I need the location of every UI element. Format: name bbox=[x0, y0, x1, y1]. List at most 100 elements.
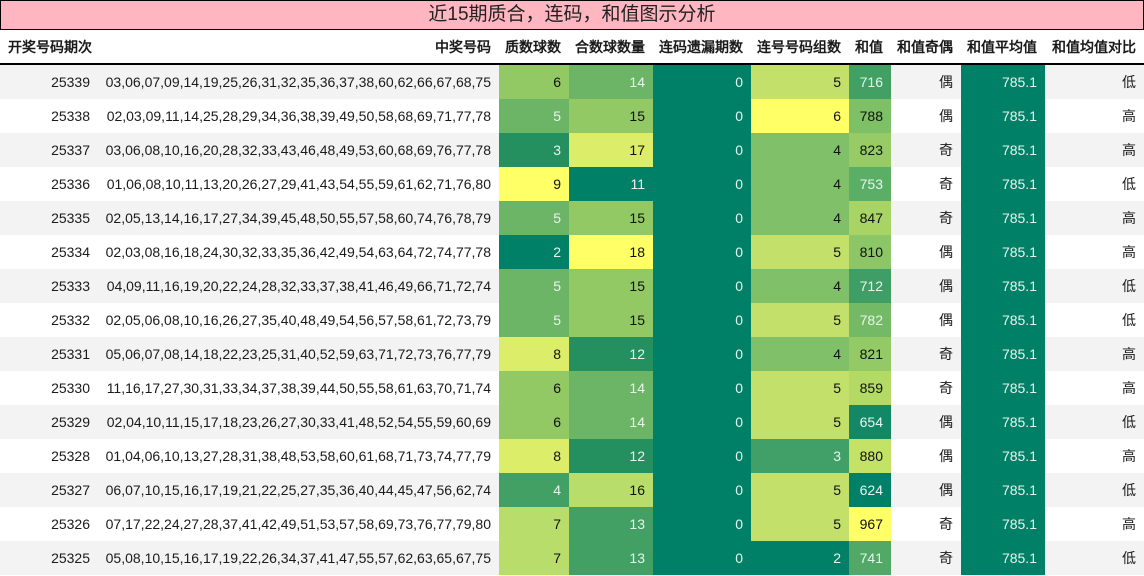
period-cell[interactable]: 25330 bbox=[0, 371, 98, 405]
period-cell[interactable]: 25329 bbox=[0, 405, 98, 439]
composite-count-cell[interactable]: 18 bbox=[569, 235, 653, 269]
col-header-sum-parity[interactable]: 和值奇偶 bbox=[891, 30, 961, 65]
sum-parity-cell[interactable]: 奇 bbox=[891, 541, 961, 575]
sum-cell[interactable]: 753 bbox=[849, 167, 891, 201]
sum-compare-cell[interactable]: 低 bbox=[1045, 269, 1144, 303]
period-cell[interactable]: 25333 bbox=[0, 269, 98, 303]
sum-compare-cell[interactable]: 低 bbox=[1045, 473, 1144, 507]
sum-cell[interactable]: 810 bbox=[849, 235, 891, 269]
sum-compare-cell[interactable]: 低 bbox=[1045, 405, 1144, 439]
prime-count-cell[interactable]: 6 bbox=[499, 64, 569, 99]
consecutive-miss-cell[interactable]: 0 bbox=[653, 201, 751, 235]
consecutive-groups-cell[interactable]: 5 bbox=[751, 64, 849, 99]
period-cell[interactable]: 25337 bbox=[0, 133, 98, 167]
sum-compare-cell[interactable]: 低 bbox=[1045, 167, 1144, 201]
consecutive-groups-cell[interactable]: 4 bbox=[751, 337, 849, 371]
sum-compare-cell[interactable]: 低 bbox=[1045, 64, 1144, 99]
consecutive-groups-cell[interactable]: 3 bbox=[751, 439, 849, 473]
consecutive-miss-cell[interactable]: 0 bbox=[653, 473, 751, 507]
sum-cell[interactable]: 823 bbox=[849, 133, 891, 167]
period-cell[interactable]: 25328 bbox=[0, 439, 98, 473]
consecutive-groups-cell[interactable]: 5 bbox=[751, 405, 849, 439]
period-cell[interactable]: 25339 bbox=[0, 64, 98, 99]
winning-numbers-cell[interactable]: 05,08,10,15,16,17,19,22,26,34,37,41,47,5… bbox=[98, 541, 499, 575]
period-cell[interactable]: 25332 bbox=[0, 303, 98, 337]
sum-cell[interactable]: 821 bbox=[849, 337, 891, 371]
sum-parity-cell[interactable]: 偶 bbox=[891, 269, 961, 303]
prime-count-cell[interactable]: 8 bbox=[499, 439, 569, 473]
consecutive-groups-cell[interactable]: 5 bbox=[751, 235, 849, 269]
sum-cell[interactable]: 788 bbox=[849, 99, 891, 133]
sum-parity-cell[interactable]: 偶 bbox=[891, 473, 961, 507]
period-cell[interactable]: 25335 bbox=[0, 201, 98, 235]
sum-average-cell[interactable]: 785.1 bbox=[961, 405, 1045, 439]
sum-average-cell[interactable]: 785.1 bbox=[961, 507, 1045, 541]
sum-cell[interactable]: 782 bbox=[849, 303, 891, 337]
composite-count-cell[interactable]: 17 bbox=[569, 133, 653, 167]
period-cell[interactable]: 25331 bbox=[0, 337, 98, 371]
consecutive-groups-cell[interactable]: 4 bbox=[751, 133, 849, 167]
sum-compare-cell[interactable]: 高 bbox=[1045, 235, 1144, 269]
sum-average-cell[interactable]: 785.1 bbox=[961, 167, 1045, 201]
winning-numbers-cell[interactable]: 01,06,08,10,11,13,20,26,27,29,41,43,54,5… bbox=[98, 167, 499, 201]
consecutive-groups-cell[interactable]: 5 bbox=[751, 371, 849, 405]
col-header-prime-count[interactable]: 质数球数 bbox=[499, 30, 569, 65]
period-cell[interactable]: 25334 bbox=[0, 235, 98, 269]
composite-count-cell[interactable]: 15 bbox=[569, 99, 653, 133]
sum-average-cell[interactable]: 785.1 bbox=[961, 269, 1045, 303]
sum-cell[interactable]: 712 bbox=[849, 269, 891, 303]
col-header-consecutive-miss[interactable]: 连码遗漏期数 bbox=[653, 30, 751, 65]
sum-cell[interactable]: 624 bbox=[849, 473, 891, 507]
col-header-period[interactable]: 开奖号码期次 bbox=[0, 30, 98, 65]
composite-count-cell[interactable]: 15 bbox=[569, 201, 653, 235]
sum-parity-cell[interactable]: 奇 bbox=[891, 201, 961, 235]
sum-parity-cell[interactable]: 奇 bbox=[891, 337, 961, 371]
sum-parity-cell[interactable]: 偶 bbox=[891, 439, 961, 473]
sum-average-cell[interactable]: 785.1 bbox=[961, 439, 1045, 473]
sum-compare-cell[interactable]: 高 bbox=[1045, 439, 1144, 473]
prime-count-cell[interactable]: 6 bbox=[499, 405, 569, 439]
consecutive-miss-cell[interactable]: 0 bbox=[653, 371, 751, 405]
consecutive-groups-cell[interactable]: 6 bbox=[751, 99, 849, 133]
consecutive-miss-cell[interactable]: 0 bbox=[653, 303, 751, 337]
prime-count-cell[interactable]: 6 bbox=[499, 371, 569, 405]
prime-count-cell[interactable]: 7 bbox=[499, 541, 569, 575]
winning-numbers-cell[interactable]: 02,03,08,16,18,24,30,32,33,35,36,42,49,5… bbox=[98, 235, 499, 269]
consecutive-miss-cell[interactable]: 0 bbox=[653, 269, 751, 303]
sum-compare-cell[interactable]: 低 bbox=[1045, 541, 1144, 575]
composite-count-cell[interactable]: 15 bbox=[569, 269, 653, 303]
consecutive-miss-cell[interactable]: 0 bbox=[653, 405, 751, 439]
sum-cell[interactable]: 880 bbox=[849, 439, 891, 473]
consecutive-groups-cell[interactable]: 4 bbox=[751, 269, 849, 303]
winning-numbers-cell[interactable]: 02,05,06,08,10,16,26,27,35,40,48,49,54,5… bbox=[98, 303, 499, 337]
consecutive-groups-cell[interactable]: 5 bbox=[751, 507, 849, 541]
sum-average-cell[interactable]: 785.1 bbox=[961, 303, 1045, 337]
prime-count-cell[interactable]: 4 bbox=[499, 473, 569, 507]
composite-count-cell[interactable]: 15 bbox=[569, 303, 653, 337]
sum-parity-cell[interactable]: 奇 bbox=[891, 507, 961, 541]
sum-average-cell[interactable]: 785.1 bbox=[961, 235, 1045, 269]
winning-numbers-cell[interactable]: 04,09,11,16,19,20,22,24,28,32,33,37,38,4… bbox=[98, 269, 499, 303]
composite-count-cell[interactable]: 14 bbox=[569, 371, 653, 405]
sum-compare-cell[interactable]: 低 bbox=[1045, 303, 1144, 337]
sum-cell[interactable]: 654 bbox=[849, 405, 891, 439]
sum-parity-cell[interactable]: 偶 bbox=[891, 405, 961, 439]
consecutive-groups-cell[interactable]: 2 bbox=[751, 541, 849, 575]
sum-cell[interactable]: 859 bbox=[849, 371, 891, 405]
consecutive-groups-cell[interactable]: 5 bbox=[751, 473, 849, 507]
winning-numbers-cell[interactable]: 06,07,10,15,16,17,19,21,22,25,27,35,36,4… bbox=[98, 473, 499, 507]
sum-parity-cell[interactable]: 偶 bbox=[891, 64, 961, 99]
consecutive-miss-cell[interactable]: 0 bbox=[653, 99, 751, 133]
sum-average-cell[interactable]: 785.1 bbox=[961, 337, 1045, 371]
col-header-numbers[interactable]: 中奖号码 bbox=[98, 30, 499, 65]
col-header-sum-average[interactable]: 和值平均值 bbox=[961, 30, 1045, 65]
col-header-composite-count[interactable]: 合数球数量 bbox=[569, 30, 653, 65]
winning-numbers-cell[interactable]: 02,04,10,11,15,17,18,23,26,27,30,33,41,4… bbox=[98, 405, 499, 439]
sum-average-cell[interactable]: 785.1 bbox=[961, 64, 1045, 99]
col-header-sum[interactable]: 和值 bbox=[849, 30, 891, 65]
sum-average-cell[interactable]: 785.1 bbox=[961, 371, 1045, 405]
sum-parity-cell[interactable]: 偶 bbox=[891, 235, 961, 269]
consecutive-miss-cell[interactable]: 0 bbox=[653, 541, 751, 575]
winning-numbers-cell[interactable]: 05,06,07,08,14,18,22,23,25,31,40,52,59,6… bbox=[98, 337, 499, 371]
composite-count-cell[interactable]: 14 bbox=[569, 64, 653, 99]
